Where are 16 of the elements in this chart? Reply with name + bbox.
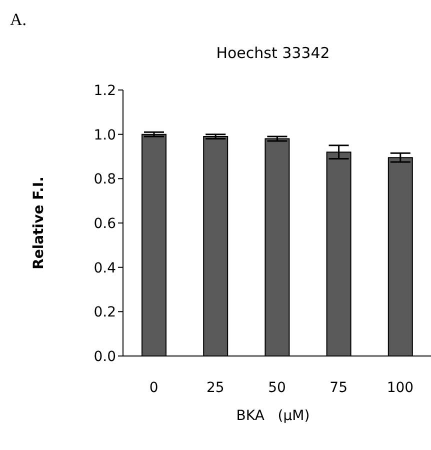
y-tick-label: 1.0 [94,127,116,144]
y-tick-label: 0.4 [94,260,116,276]
y-axis-title: Relative F.I. [30,176,47,270]
y-tick-label: 0.8 [94,172,116,188]
x-tick-label: 75 [330,380,348,396]
x-tick-label: 100 [386,380,414,396]
x-axis-title: BKA (μM) [235,408,311,424]
chart-title: Hoechst 33342 [215,44,331,62]
y-tick-label: 1.2 [94,82,116,99]
y-tick-label: 0.2 [94,304,116,321]
x-tick-label: 25 [206,380,224,396]
y-tick-label: 0.0 [94,348,116,365]
text: A. [10,10,27,30]
x-tick-label: 50 [268,380,286,396]
y-tick-label: 0.6 [94,216,116,232]
x-tick-label: 0 [149,380,158,396]
